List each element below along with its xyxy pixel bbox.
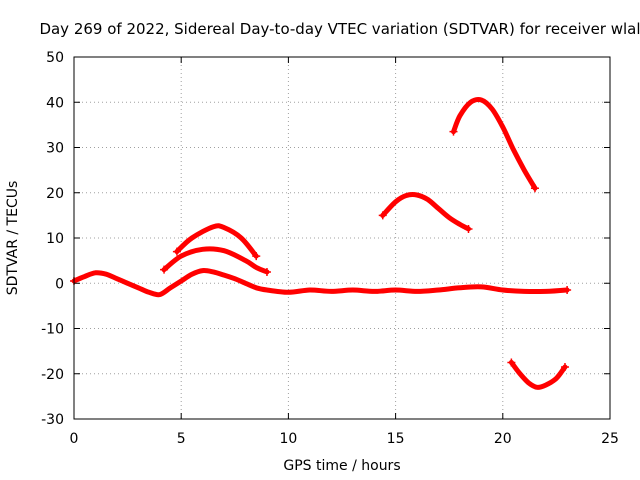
y-tick-label: -30 [41,412,64,428]
x-tick-label: 5 [177,431,186,447]
y-axis-label: SDTVAR / TECUs [5,181,21,296]
series-line-arc-3 [174,223,259,259]
y-tick-label: 20 [46,186,64,202]
y-tick-label: -10 [41,322,64,338]
series-point-arc-5 [449,127,458,136]
series-point-arc-4 [464,224,473,233]
grid [74,57,610,419]
y-tick-label: 30 [46,141,64,157]
series-point-arc-3 [252,252,261,261]
series-line-arc-6 [508,359,568,390]
series-group [70,97,572,390]
series-line-arc-4 [380,192,471,232]
y-tick-label: 10 [46,231,64,247]
x-tick-label: 10 [279,431,297,447]
series-point-arc-3 [172,247,181,256]
series-point-arc-1 [563,286,572,295]
series-point-arc-6 [560,362,569,371]
x-tick-label: 0 [70,431,79,447]
x-tick-label: 20 [494,431,512,447]
series-point-arc-6 [507,358,516,367]
x-axis-label: GPS time / hours [283,458,400,474]
y-tick-label: 50 [46,50,64,66]
y-tick-label: -20 [41,367,64,383]
y-tick-label: 0 [55,276,64,292]
x-tick-label: 15 [387,431,405,447]
series-point-arc-4 [378,211,387,220]
series-line-arc-5 [451,97,538,191]
series-line-arc-2 [161,246,270,275]
series-point-arc-2 [160,265,169,274]
series-line-arc-1 [71,268,570,298]
series-point-arc-5 [530,184,539,193]
y-tick-label: 40 [46,95,64,111]
axes: 0 5 10 15 20 25 -30 -20 -10 0 10 20 30 40 50 [41,50,619,447]
x-tick-label: 25 [601,431,619,447]
chart-title: Day 269 of 2022, Sidereal Day-to-day VTE… [39,20,640,38]
series-point-arc-2 [262,267,271,276]
